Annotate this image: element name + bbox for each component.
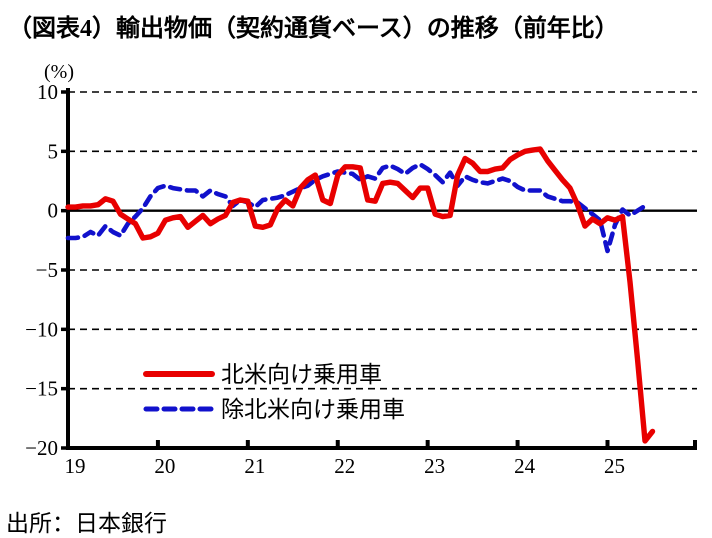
y-tick-label: 10: [37, 80, 58, 104]
x-tick-label: 23: [424, 454, 445, 478]
x-tick-label: 22: [334, 454, 355, 478]
y-tick-label: −20: [25, 436, 58, 460]
x-tick-label: 25: [604, 454, 625, 478]
plot-area: 10 5 0 −5 −10 −15 −20 (%) 19 20 21 22 23 24 25 北米向け乗用車除…: [25, 61, 697, 478]
series-line-north-america: [65, 146, 656, 444]
y-tick-label: −10: [25, 317, 58, 341]
x-tick-label: 19: [65, 454, 86, 478]
series-line-ex-north-america: [65, 162, 648, 254]
y-tick-label: −15: [25, 377, 58, 401]
x-tick-label: 21: [244, 454, 265, 478]
source-note: 出所：日本銀行: [6, 511, 167, 536]
y-tick-label: 0: [48, 199, 59, 223]
chart-title: （図表4）輸出物価（契約通貨ベース）の推移（前年比）: [8, 16, 619, 42]
x-tick-label: 20: [154, 454, 175, 478]
legend-label: 除北米向け乗用車: [221, 397, 405, 422]
y-tick-label: −5: [36, 258, 58, 282]
x-tick-label: 24: [514, 454, 536, 478]
legend-label: 北米向け乗用車: [221, 362, 382, 387]
y-tick-label: 5: [48, 139, 59, 163]
y-axis-unit: (%): [44, 61, 74, 83]
